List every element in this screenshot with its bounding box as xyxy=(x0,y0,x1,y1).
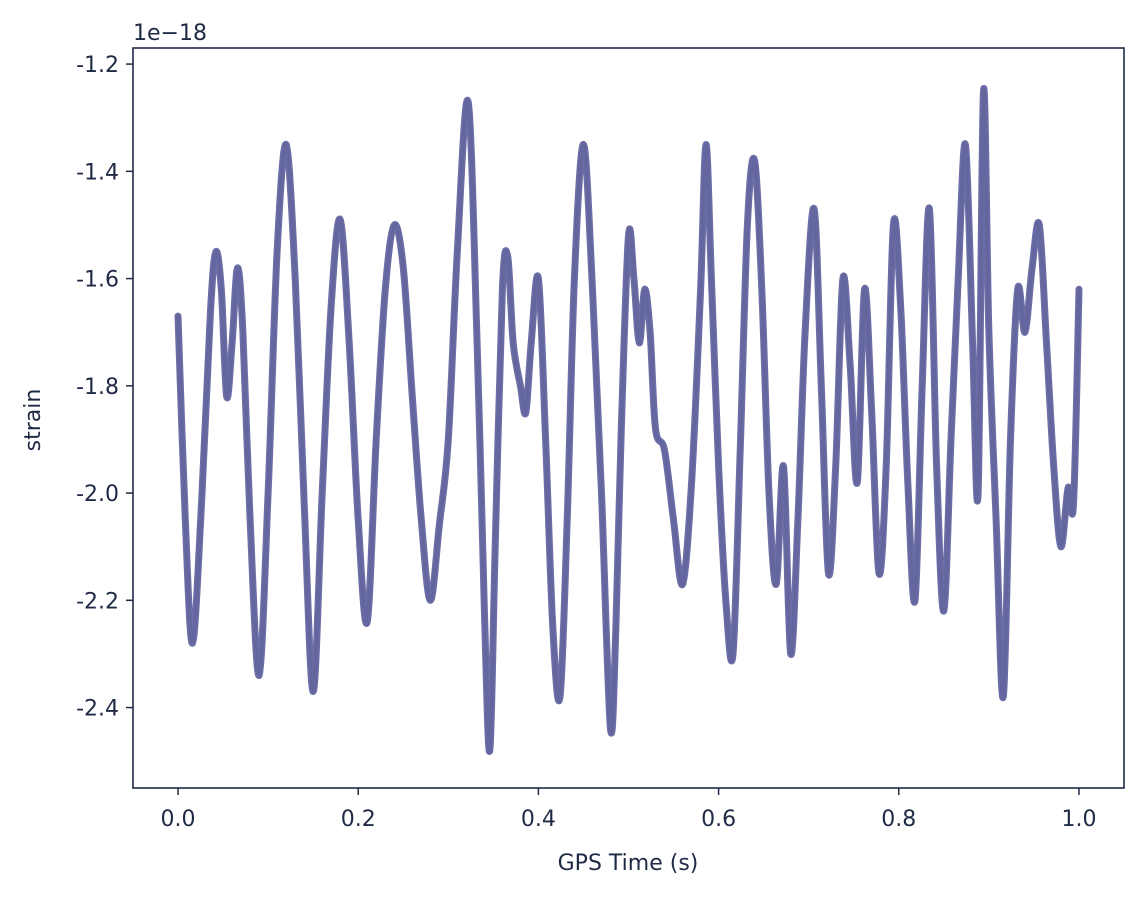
x-axis-title: GPS Time (s) xyxy=(558,851,699,876)
x-tick-label: 1.0 xyxy=(1061,807,1096,832)
y-tick-label: -2.2 xyxy=(76,589,119,614)
x-tick-label: 0.2 xyxy=(341,807,376,832)
y-tick-label: -1.2 xyxy=(76,53,119,78)
y-tick-label: -1.6 xyxy=(76,268,119,293)
y-tick-label: -1.4 xyxy=(76,160,119,185)
x-tick-label: 0.6 xyxy=(701,807,736,832)
x-tick-label: 0.4 xyxy=(521,807,556,832)
y-axis-ticks: -1.2 -1.4 -1.6 -1.8 -2.0 -2.2 -2.4 xyxy=(76,53,133,722)
strain-series-line xyxy=(176,86,1081,754)
y-tick-label: -1.8 xyxy=(76,375,119,400)
strain-series-band xyxy=(174,84,1083,755)
x-tick-label: 0.0 xyxy=(161,807,196,832)
y-tick-label: -2.4 xyxy=(76,697,119,722)
y-axis-title: strain xyxy=(21,389,46,452)
x-tick-label: 0.8 xyxy=(881,807,916,832)
y-offset-label: 1e−18 xyxy=(133,21,207,46)
x-axis-ticks: 0.0 0.2 0.4 0.6 0.8 1.0 xyxy=(161,788,1096,832)
plot-frame xyxy=(132,47,1125,789)
y-tick-label: -2.0 xyxy=(76,482,119,507)
